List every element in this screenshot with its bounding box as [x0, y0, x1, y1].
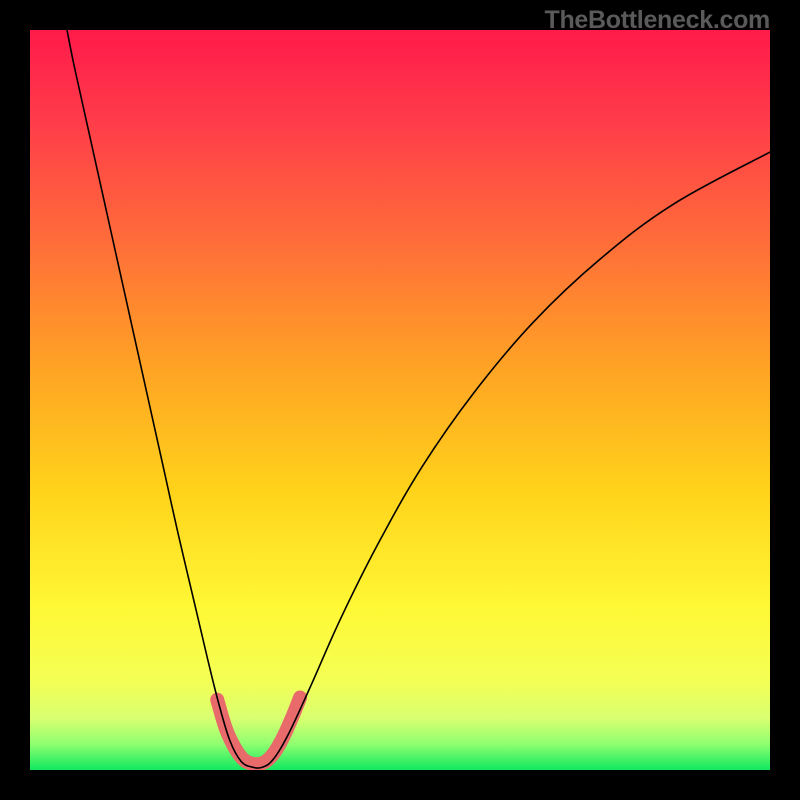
- watermark-label: TheBottleneck.com: [544, 6, 770, 35]
- chart-frame: TheBottleneck.com: [0, 0, 800, 800]
- bottleneck-curve-chart: [0, 0, 800, 800]
- plot-background: [30, 30, 770, 770]
